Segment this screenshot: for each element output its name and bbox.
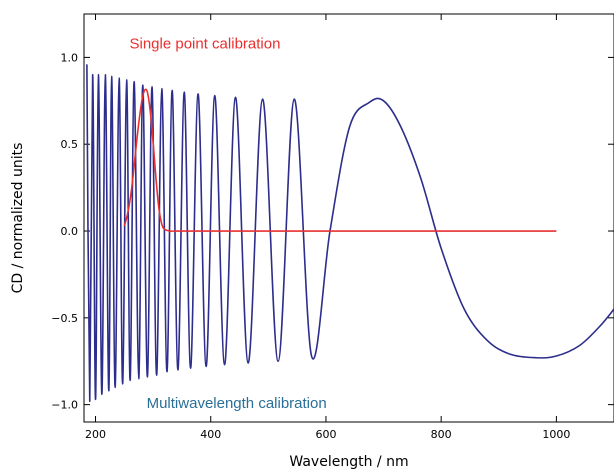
x-tick-label: 1000 bbox=[542, 428, 570, 441]
y-axis-ticks: −1.0 −0.5 0.0 0.5 1.0 bbox=[51, 51, 614, 412]
x-tick-label: 600 bbox=[315, 428, 336, 441]
plot-area bbox=[83, 13, 614, 423]
x-axis-ticks: 200 400 600 800 1000 bbox=[85, 14, 570, 441]
x-tick-label: 200 bbox=[85, 428, 106, 441]
annotation-single-point: Single point calibration bbox=[130, 36, 281, 53]
annotation-layer: Single point calibration Multiwavelength … bbox=[130, 36, 327, 412]
series-line-multiwavelength bbox=[86, 64, 614, 402]
y-tick-label: 1.0 bbox=[61, 51, 79, 64]
y-tick-label: −1.0 bbox=[51, 399, 78, 412]
x-tick-label: 800 bbox=[431, 428, 452, 441]
y-tick-label: −0.5 bbox=[51, 312, 78, 325]
series-layer bbox=[86, 64, 614, 402]
y-tick-label: 0.0 bbox=[61, 225, 79, 238]
x-axis-title: Wavelength / nm bbox=[289, 454, 408, 470]
series-line-single-point bbox=[123, 88, 557, 232]
x-tick-label: 400 bbox=[200, 428, 221, 441]
annotation-multiwavelength: Multiwavelength calibration bbox=[147, 395, 327, 412]
y-tick-label: 0.5 bbox=[61, 138, 79, 151]
y-axis-title: CD / normalized units bbox=[10, 143, 26, 294]
